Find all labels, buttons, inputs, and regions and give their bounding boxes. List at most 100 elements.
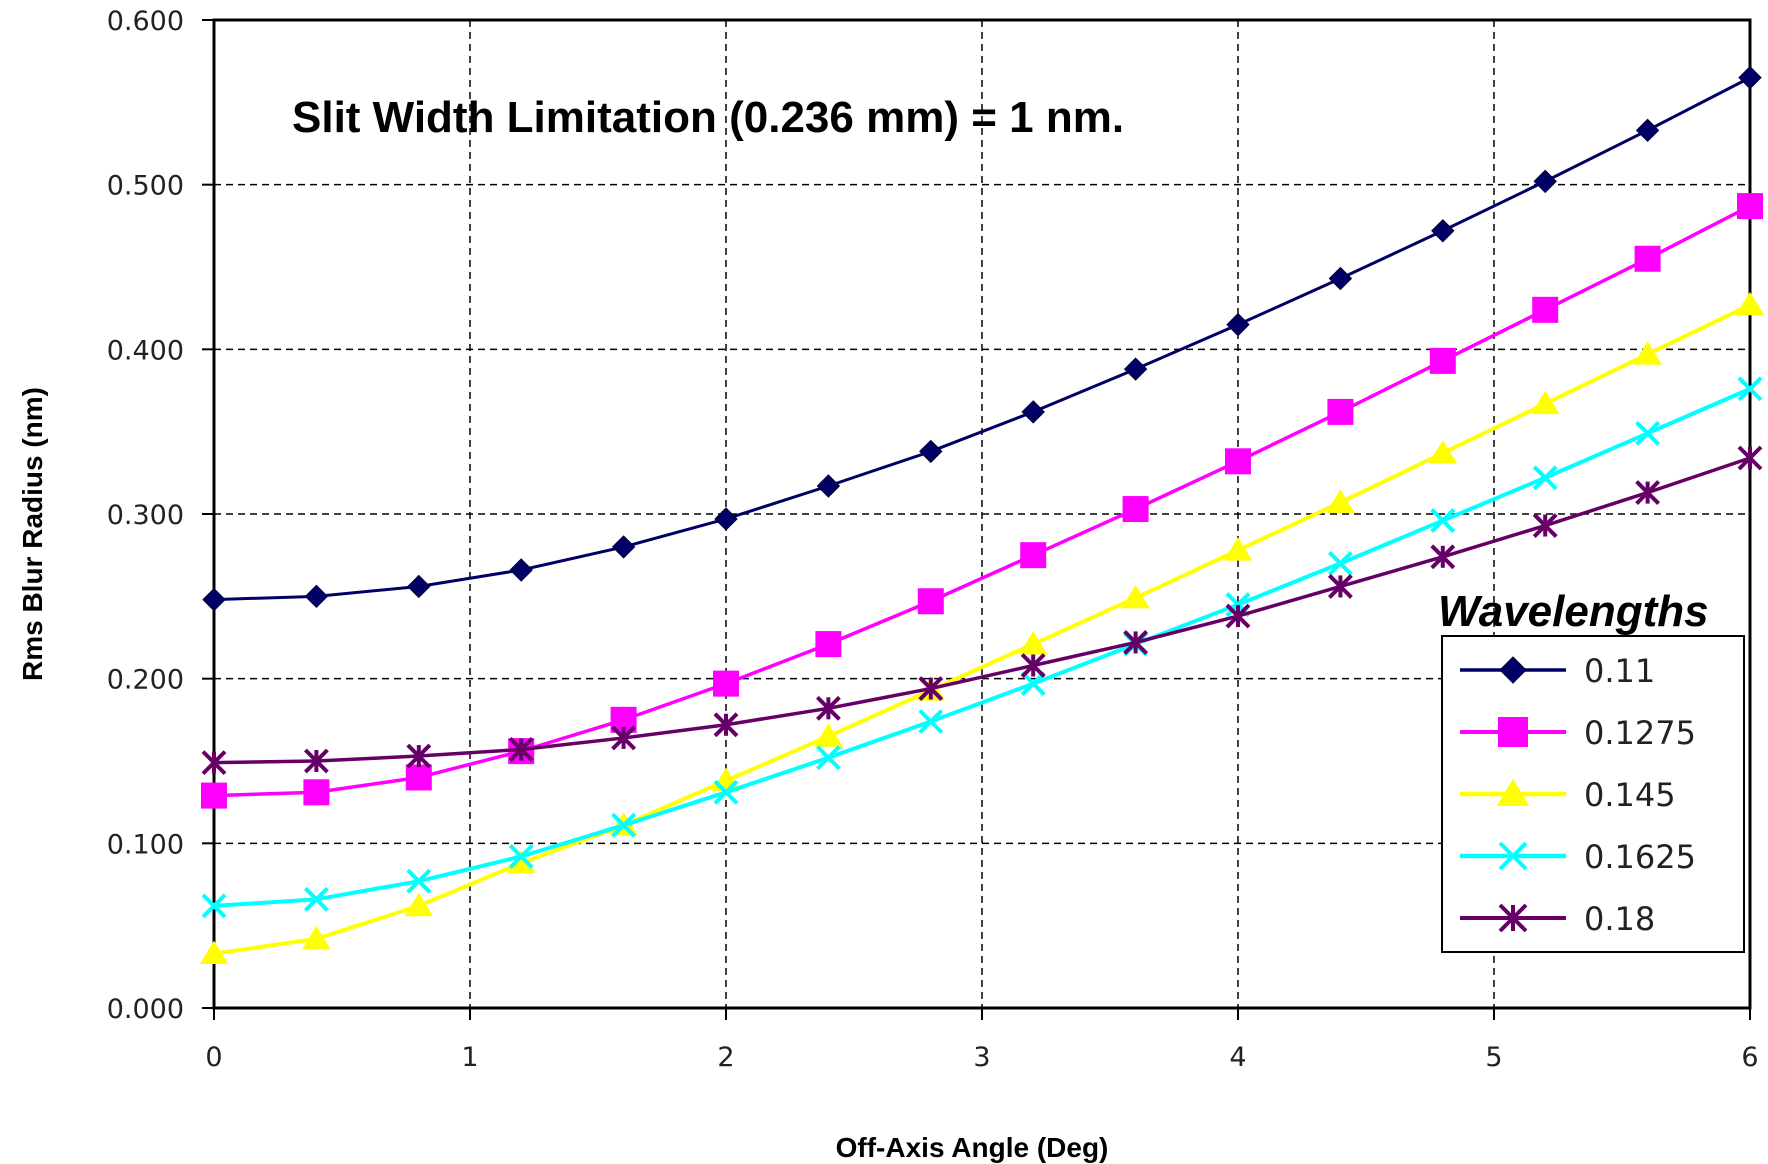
y-tick-label: 0.000	[107, 994, 184, 1025]
legend-item: 0.18	[1460, 900, 1655, 938]
x-marker-stroke	[1635, 420, 1661, 446]
x-marker	[303, 886, 329, 912]
star-marker	[815, 695, 841, 721]
legend-label: 0.11	[1584, 652, 1655, 690]
square-marker	[303, 779, 330, 806]
x-tick-label: 3	[973, 1042, 990, 1073]
diamond-marker	[304, 584, 329, 609]
triangle-marker	[302, 925, 331, 950]
square-marker	[201, 782, 227, 809]
square-marker	[1498, 717, 1528, 747]
y-tick-label: 0.400	[107, 335, 184, 366]
diamond-marker	[407, 574, 431, 599]
legend-label: 0.18	[1584, 900, 1655, 938]
x-marker-stroke	[1498, 841, 1528, 871]
diamond-marker	[611, 535, 636, 559]
x-marker	[406, 868, 432, 894]
y-tick-label: 0.100	[107, 829, 184, 860]
diamond-marker	[919, 439, 943, 464]
x-marker	[1020, 671, 1046, 697]
square-marker	[1020, 542, 1047, 569]
legend-label: 0.1275	[1584, 714, 1696, 752]
x-marker-stroke	[1327, 550, 1353, 576]
star-marker	[1737, 445, 1763, 471]
x-marker	[1635, 420, 1661, 446]
x-marker	[1498, 841, 1528, 871]
x-marker	[1737, 376, 1763, 402]
series-line	[213, 303, 1751, 956]
x-marker	[508, 844, 534, 869]
triangle-marker	[1018, 631, 1048, 655]
x-marker-stroke	[713, 779, 739, 805]
series-line	[213, 456, 1751, 765]
x-axis-title: Off-Axis Angle (Deg)	[836, 1132, 1109, 1163]
axes: 0 1 2 3 4 5 6 0.000 0.100 0.200 0.300 0.400 0.500 0.6…	[107, 6, 1759, 1073]
diamond-marker	[714, 507, 738, 531]
diamond-marker	[1499, 656, 1527, 684]
x-marker-stroke	[611, 812, 637, 838]
y-tick-label: 0.500	[107, 171, 184, 202]
series-line	[213, 76, 1751, 602]
diamond-marker	[1635, 118, 1660, 143]
triangle-marker	[1633, 341, 1662, 365]
star-marker	[201, 750, 227, 776]
x-marker-stroke	[406, 868, 432, 894]
legend: Wavelengths 0.11 0.1275 0.145 0.1625 0.18	[1438, 587, 1745, 953]
x-marker	[1225, 592, 1251, 617]
triangle-marker	[1223, 537, 1253, 561]
x-marker	[611, 812, 637, 838]
diamond-marker	[1021, 400, 1045, 424]
x-marker-stroke	[1532, 465, 1558, 491]
star-marker	[406, 743, 432, 769]
diamond-marker	[1226, 312, 1250, 337]
x-tick-label: 4	[1229, 1042, 1246, 1073]
star-marker	[508, 737, 534, 762]
x-marker	[815, 745, 841, 771]
x-marker-stroke	[1737, 376, 1763, 402]
star-marker	[918, 676, 944, 701]
triangle-marker	[199, 940, 229, 965]
diamond-marker	[509, 558, 533, 582]
triangle-marker	[1326, 489, 1355, 513]
x-tick-label: 1	[461, 1042, 478, 1073]
legend-item: 0.145	[1460, 776, 1676, 814]
x-marker-stroke	[918, 709, 944, 734]
x-tick-label: 0	[205, 1042, 222, 1073]
x-marker-stroke	[303, 886, 329, 912]
star-marker	[1225, 603, 1251, 629]
triangle-marker	[1496, 779, 1530, 806]
series-line	[213, 204, 1751, 798]
series-0.11	[202, 65, 1762, 612]
star-marker	[1020, 653, 1046, 678]
square-marker	[1122, 496, 1149, 523]
star-marker	[1532, 513, 1558, 538]
x-tick-label: 6	[1741, 1042, 1758, 1073]
square-marker	[405, 764, 432, 791]
x-marker-stroke	[508, 844, 534, 869]
x-marker-stroke	[1225, 592, 1251, 617]
x-tick-label: 2	[717, 1042, 734, 1073]
y-axis-title: Rms Blur Radius (nm)	[17, 387, 48, 681]
star-marker	[1635, 480, 1661, 506]
triangle-marker	[814, 723, 843, 747]
diamond-marker	[1533, 169, 1557, 194]
y-tick-label: 0.300	[107, 500, 184, 531]
star-marker	[303, 748, 329, 774]
diamond-marker	[1431, 219, 1455, 243]
x-marker-stroke	[1020, 671, 1046, 697]
x-marker-stroke	[815, 745, 841, 771]
square-marker	[1532, 296, 1559, 323]
square-marker	[713, 670, 739, 697]
chart-title: Slit Width Limitation (0.236 mm) = 1 nm.	[292, 93, 1124, 142]
square-marker	[1429, 347, 1456, 374]
star-marker	[1327, 574, 1353, 599]
star-marker	[713, 712, 739, 738]
triangle-marker	[1428, 440, 1458, 464]
series-0.18	[201, 445, 1763, 776]
x-marker-stroke	[1430, 508, 1456, 534]
x-marker-stroke	[201, 893, 227, 919]
series-0.1275	[201, 193, 1763, 809]
x-marker	[201, 893, 227, 919]
star-marker	[611, 725, 637, 751]
